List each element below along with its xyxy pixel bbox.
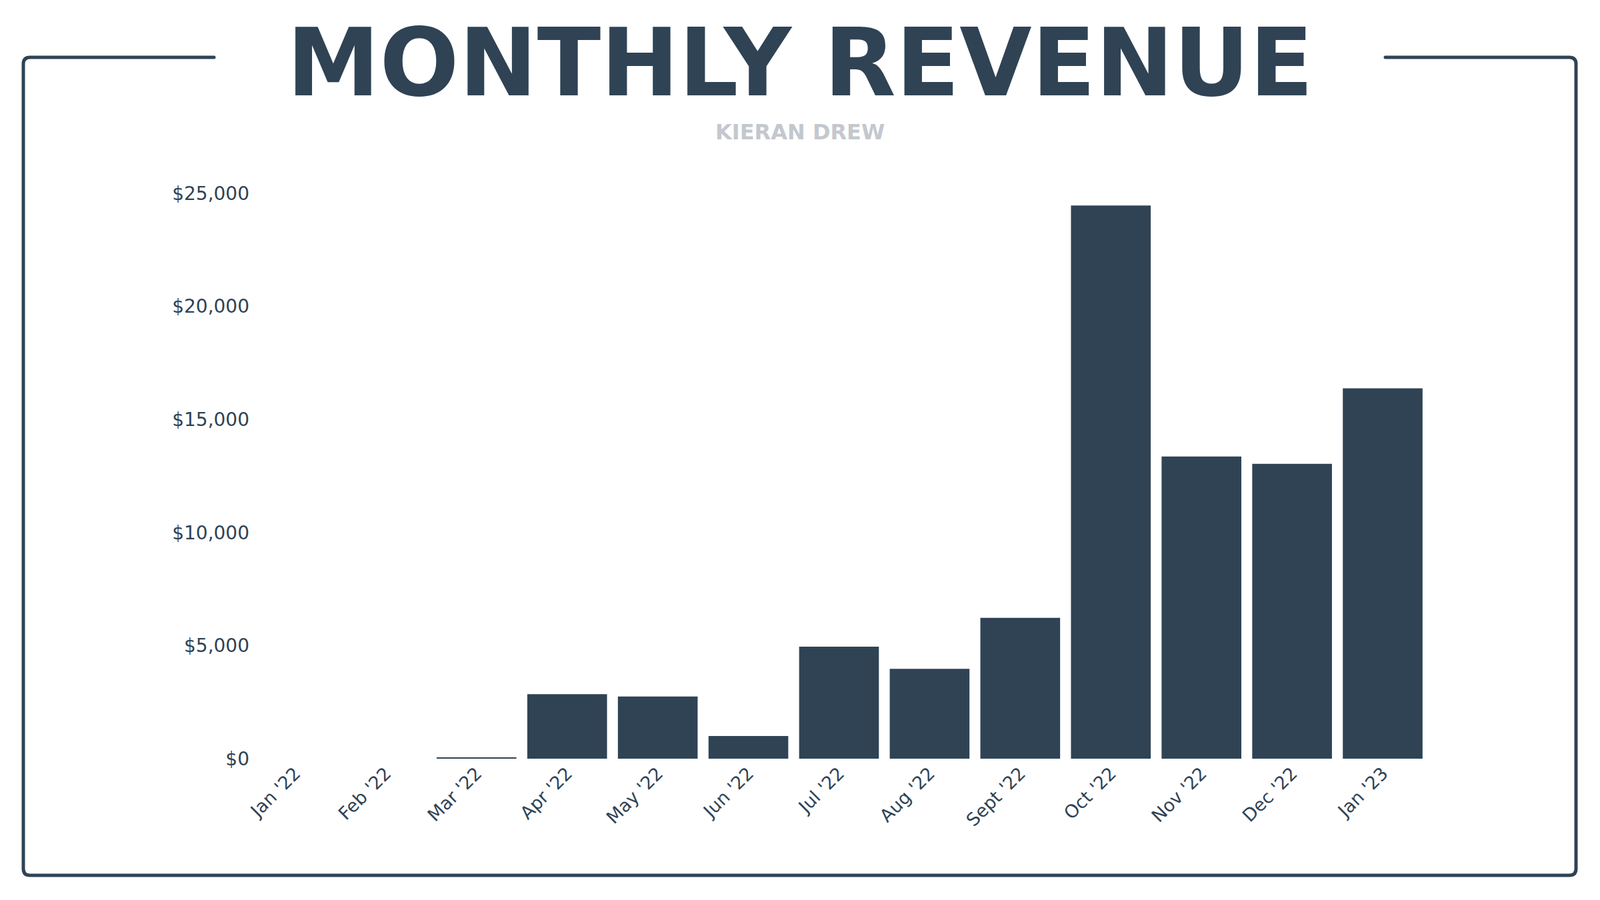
svg-text:$5,000: $5,000	[184, 634, 250, 657]
svg-text:MONTHLY REVENUE: MONTHLY REVENUE	[286, 8, 1314, 118]
svg-text:Feb '22: Feb '22	[334, 762, 395, 824]
svg-text:KIERAN DREW: KIERAN DREW	[715, 119, 885, 145]
svg-text:$25,000: $25,000	[172, 182, 250, 205]
svg-text:$10,000: $10,000	[172, 522, 250, 544]
svg-text:$20,000: $20,000	[172, 295, 250, 318]
svg-text:May '22: May '22	[602, 762, 667, 828]
svg-text:Jan '23: Jan '23	[1332, 762, 1392, 822]
svg-text:Jan '22: Jan '22	[245, 762, 304, 822]
svg-text:Nov '22: Nov '22	[1147, 762, 1211, 826]
svg-text:Aug '22: Aug '22	[875, 762, 939, 826]
svg-text:Mar '22: Mar '22	[423, 762, 486, 826]
svg-text:$0: $0	[225, 748, 250, 770]
svg-text:Dec '22: Dec '22	[1238, 762, 1301, 826]
svg-text:Sept '22: Sept '22	[962, 762, 1030, 830]
svg-text:Jul '22: Jul '22	[793, 762, 848, 818]
svg-text:Apr '22: Apr '22	[516, 762, 577, 824]
svg-text:Jun '22: Jun '22	[698, 762, 758, 822]
svg-text:Oct '22: Oct '22	[1060, 762, 1121, 824]
svg-text:$15,000: $15,000	[172, 408, 250, 431]
